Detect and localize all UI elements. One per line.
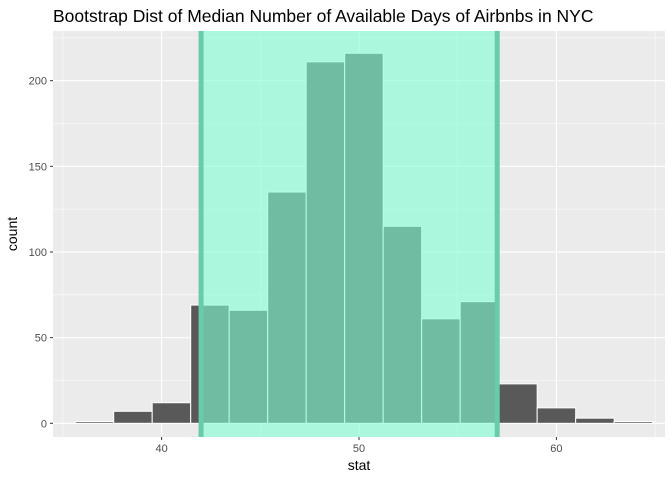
- histogram-bar: [113, 410, 153, 424]
- x-tick-label: 40: [155, 443, 167, 455]
- y-axis-title: count: [4, 217, 20, 251]
- y-axis-ticks: 0 50 100 150 200: [29, 76, 53, 430]
- histogram-bar: [536, 407, 577, 424]
- y-tick-label: 50: [35, 333, 47, 345]
- histogram-bar: [74, 421, 115, 424]
- ci-shaded-region: [201, 31, 498, 437]
- histogram-bar: [151, 402, 192, 424]
- confidence-interval: [198, 31, 500, 437]
- x-axis-ticks: 40 50 60: [155, 437, 563, 455]
- x-tick-label: 60: [550, 443, 562, 455]
- chart-title: Bootstrap Dist of Median Number of Avail…: [53, 6, 594, 26]
- x-axis-title: stat: [348, 457, 371, 473]
- y-tick-label: 200: [29, 76, 47, 88]
- y-tick-label: 150: [29, 161, 47, 173]
- y-tick-label: 0: [41, 418, 47, 430]
- histogram-bar: [498, 383, 538, 424]
- histogram-bar: [575, 417, 615, 424]
- x-tick-label: 50: [353, 443, 365, 455]
- y-tick-label: 100: [29, 247, 47, 259]
- histogram-bar: [613, 421, 654, 424]
